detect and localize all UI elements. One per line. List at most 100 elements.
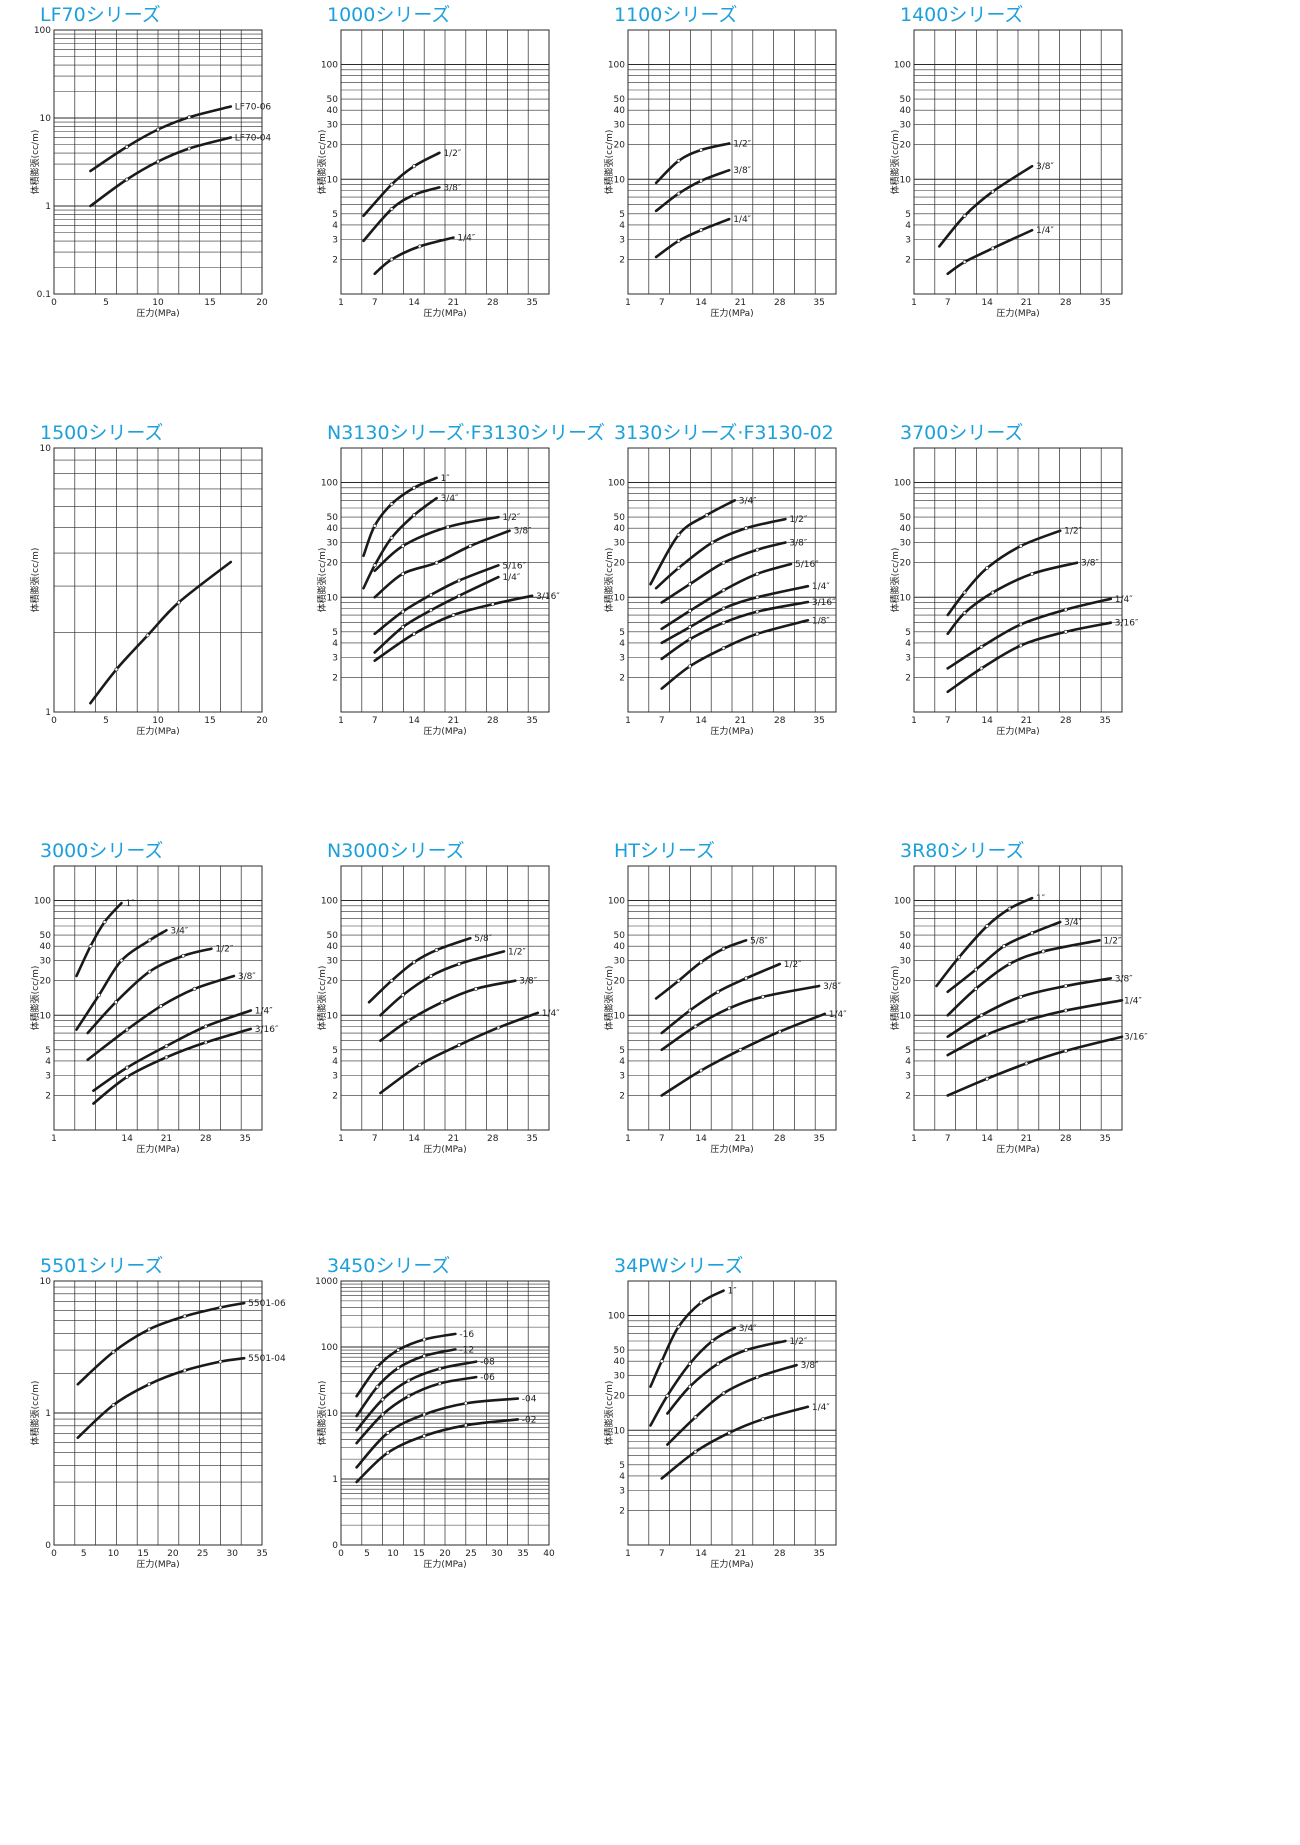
y-tick-label: 40 <box>40 942 52 952</box>
series-line <box>654 168 731 213</box>
x-tick-label: 21 <box>1021 298 1032 308</box>
chart-panel-3450: 3450シリーズ 0 5 10 15 20 25 30 35 40 0 1 10 100 1000 圧力(M… <box>315 1253 647 1708</box>
y-axis-label: 体積膨張(cc/m) <box>29 966 41 1031</box>
series-line <box>649 1326 737 1427</box>
data-point <box>985 1076 989 1081</box>
x-tick-label: 28 <box>774 716 786 726</box>
series-label: 5501-04 <box>248 1354 286 1364</box>
chart-title: HTシリーズ <box>614 840 715 862</box>
y-tick-label: 5 <box>905 210 911 220</box>
x-tick-label: 21 <box>448 298 459 308</box>
series-line <box>946 561 1079 636</box>
chart-panel-3700: 3700シリーズ 1 7 14 21 28 35 2 3 4 5 10 20 30 40 50 100 圧力(M… <box>889 420 1220 875</box>
plot-area <box>53 865 263 1131</box>
x-tick-label: 21 <box>735 298 746 308</box>
series-label: 1/2″ <box>733 140 751 150</box>
x-tick-label: 14 <box>981 298 993 308</box>
series-label: 5/16″ <box>795 560 819 570</box>
series-label: 3/8″ <box>1036 162 1054 172</box>
series-label: 1/2″ <box>443 149 461 159</box>
data-point <box>699 148 703 152</box>
chart-panel-3130: 3130シリーズ·F3130-02 1 7 14 21 28 35 2 3 4 5 10 20 30 40… <box>603 420 934 875</box>
data-point <box>1024 1018 1029 1023</box>
plot-frame <box>627 447 837 713</box>
data-point <box>125 1075 129 1079</box>
data-point <box>451 613 456 617</box>
series-label: 1/4″ <box>1036 226 1054 236</box>
y-tick-label: 30 <box>614 1372 626 1382</box>
x-tick-label: 5 <box>103 716 109 726</box>
y-tick-label: 5 <box>332 628 338 638</box>
y-tick-label: 10 <box>900 1011 912 1021</box>
y-tick-label: 0.1 <box>37 290 51 300</box>
data-point <box>97 993 101 997</box>
y-tick-label: 3 <box>619 653 625 663</box>
x-tick-label: 30 <box>227 1549 239 1559</box>
data-point <box>389 182 394 187</box>
data-point <box>1024 1061 1029 1066</box>
y-tick-label: 1 <box>332 1475 338 1485</box>
chart-title: 34PWシリーズ <box>614 1255 744 1277</box>
x-tick-label: 35 <box>813 1134 824 1144</box>
y-tick-label: 20 <box>900 977 912 987</box>
x-tick-label: 7 <box>659 1134 665 1144</box>
plot-area <box>627 29 837 295</box>
data-point <box>699 1068 703 1073</box>
data-point <box>687 1008 692 1013</box>
data-point <box>676 191 681 196</box>
data-point <box>102 920 107 924</box>
chart-title: N3130シリーズ·F3130シリーズ <box>327 422 605 444</box>
x-tick-label: 35 <box>526 716 537 726</box>
x-tick-label: 15 <box>413 1549 424 1559</box>
y-tick-label: 100 <box>34 26 51 36</box>
series-label: -08 <box>480 1358 495 1368</box>
series-label: 1/4″ <box>502 573 520 583</box>
data-point <box>744 1348 748 1352</box>
x-tick-label: 10 <box>152 716 164 726</box>
data-point <box>406 1378 411 1383</box>
x-tick-label: 1 <box>911 716 917 726</box>
plot-area <box>913 29 1123 295</box>
series-line <box>946 597 1113 670</box>
x-tick-label: 28 <box>1060 716 1072 726</box>
y-tick-label: 30 <box>40 957 52 967</box>
data-point <box>1063 607 1068 612</box>
x-tick-label: 21 <box>448 1134 459 1144</box>
data-point <box>400 544 405 548</box>
x-tick-label: 21 <box>735 1549 746 1559</box>
y-tick-label: 4 <box>905 1057 911 1067</box>
y-axis-label: 体積膨張(cc/m) <box>29 130 41 195</box>
data-point <box>422 1354 427 1358</box>
data-point <box>973 986 978 991</box>
y-tick-label: 50 <box>327 95 339 105</box>
series-line <box>373 515 500 573</box>
data-point <box>985 566 989 570</box>
data-point <box>1063 1008 1068 1013</box>
data-point <box>687 625 692 629</box>
series-line <box>379 979 517 1042</box>
series-label: -16 <box>459 1330 474 1340</box>
data-point <box>716 989 720 994</box>
series-line <box>660 984 821 1052</box>
series-label: 5501-06 <box>248 1299 286 1309</box>
y-tick-label: 3 <box>332 1071 338 1081</box>
data-point <box>979 666 984 671</box>
y-tick-label: 50 <box>327 513 339 523</box>
chart-title: 1100シリーズ <box>614 4 738 26</box>
y-tick-label: 3 <box>905 235 911 245</box>
y-tick-label: 100 <box>321 1343 338 1353</box>
y-tick-label: 30 <box>900 957 912 967</box>
y-axis-label: 体積膨張(cc/m) <box>603 966 615 1031</box>
x-tick-label: 7 <box>372 716 378 726</box>
data-point <box>687 582 692 587</box>
data-point <box>721 588 726 593</box>
x-tick-label: 20 <box>256 716 268 726</box>
data-point <box>721 646 726 651</box>
x-tick-label: 1 <box>911 298 917 308</box>
data-point <box>145 633 150 638</box>
series-label: 5/8″ <box>750 936 768 946</box>
series-label: 3/8″ <box>238 972 256 982</box>
x-tick-label: 25 <box>465 1549 476 1559</box>
data-point <box>990 189 995 194</box>
data-point <box>721 1391 726 1396</box>
